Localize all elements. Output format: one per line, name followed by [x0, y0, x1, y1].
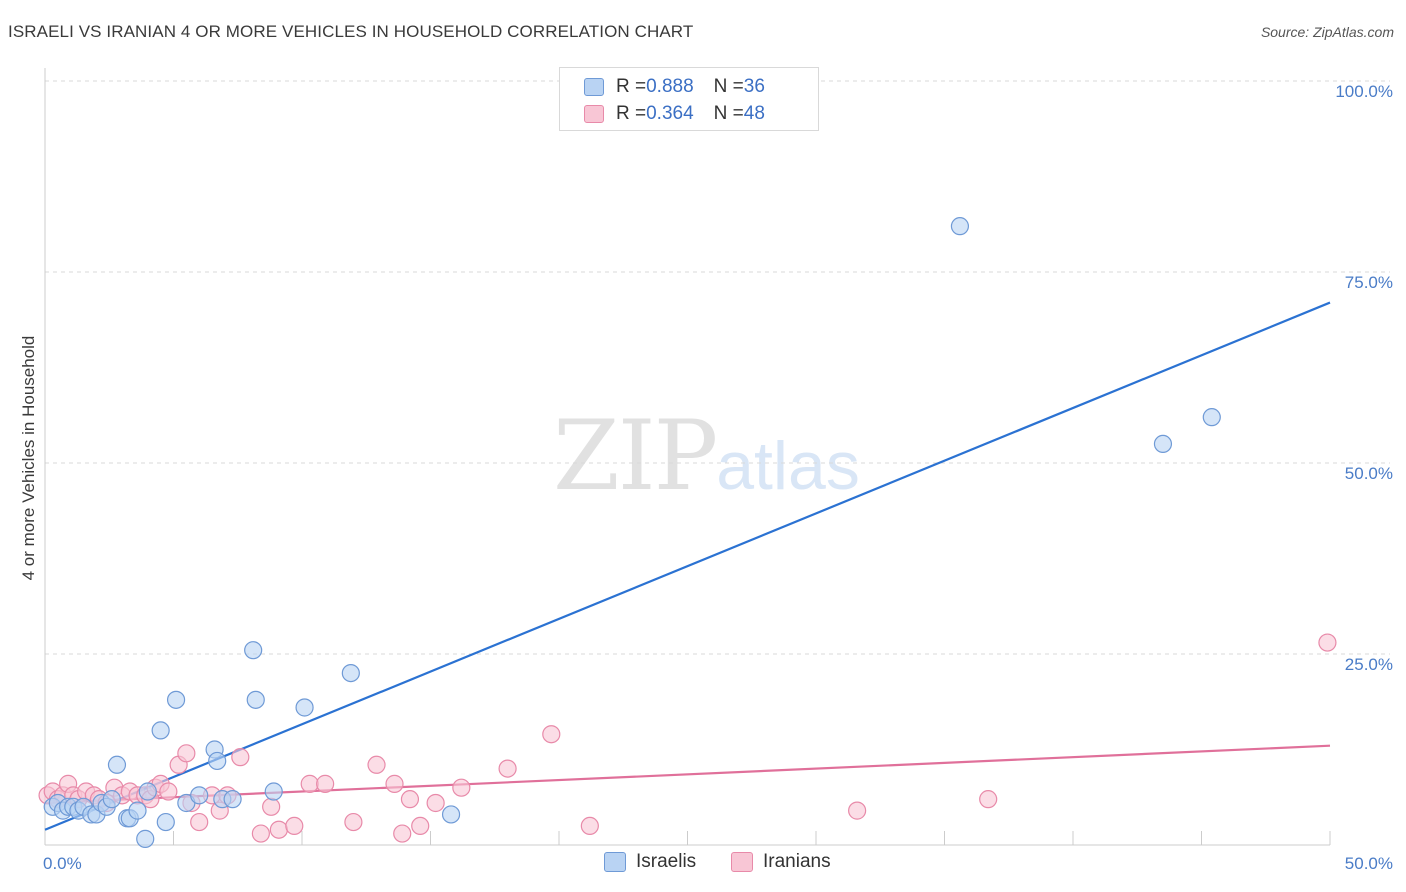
x-tick-label: 50.0%: [1345, 854, 1393, 873]
iranians-point: [344, 812, 363, 832]
israelis-point: [102, 790, 121, 809]
legend-item-iranians: Iranians: [731, 851, 831, 873]
stats-legend: R = 0.888 N = 36 R = 0.364 N = 48: [559, 67, 819, 131]
legend-israelis-label: Israelis: [636, 851, 697, 872]
legend-iranians-label: Iranians: [763, 851, 831, 872]
legend-row-israelis: R = 0.888 N = 36: [584, 75, 765, 99]
legend-item-israelis: Israelis: [604, 851, 696, 873]
iranians-point: [542, 725, 561, 744]
legend-r-value: 0.888: [646, 76, 694, 97]
trendlines: [44, 301, 1331, 831]
iranians-point: [231, 748, 250, 767]
iranians-point: [285, 816, 304, 836]
grid: [45, 80, 1390, 655]
legend-n-value: 48: [743, 103, 765, 124]
y-tick-label: 100.0%: [1335, 82, 1393, 101]
israelis-point: [156, 812, 175, 832]
israelis-point: [138, 782, 157, 801]
israelis-point: [950, 217, 970, 236]
legend-r-label: R =: [616, 76, 647, 97]
israelis-point: [244, 641, 263, 660]
israelis-point: [441, 805, 461, 824]
israelis-point: [246, 690, 265, 709]
israelis-point: [190, 786, 209, 805]
y-tick-label: 25.0%: [1345, 655, 1393, 674]
data-points: [38, 217, 1337, 848]
iranians-point: [177, 744, 196, 763]
iranians-point: [848, 801, 867, 820]
iranians-point: [426, 793, 445, 813]
israelis-trendline: [44, 301, 1331, 831]
israelis-point: [223, 790, 242, 809]
iranians-point: [400, 790, 420, 809]
watermark-sub: atlas: [716, 428, 860, 504]
watermark-main: ZIP: [553, 400, 718, 512]
axes: [44, 68, 1331, 846]
watermark: ZIPatlas: [553, 400, 860, 512]
iranians-point: [498, 759, 517, 778]
iranians-trendline: [44, 744, 1331, 805]
legend-r-label: R =: [616, 103, 647, 124]
israelis-point: [1153, 434, 1173, 453]
iranians-point: [393, 824, 412, 843]
iranians-point: [190, 812, 209, 832]
israelis-point: [136, 829, 155, 848]
iranians-point: [262, 797, 281, 816]
iranians-point: [159, 782, 178, 801]
iranians-point: [580, 816, 599, 836]
israelis-point: [128, 801, 147, 820]
series-legend: Israelis Iranians: [0, 851, 1406, 877]
israelis-point: [295, 698, 314, 717]
israelis-point: [1202, 408, 1221, 427]
israelis-point: [208, 751, 227, 771]
israelis-legend-swatch: [604, 852, 626, 872]
legend-n-value: 36: [743, 76, 765, 97]
israelis-swatch: [584, 78, 604, 96]
iranians-point: [411, 816, 430, 836]
chart-title: ISRAELI VS IRANIAN 4 OR MORE VEHICLES IN…: [8, 22, 694, 41]
legend-r-value: 0.364: [646, 103, 694, 124]
israelis-point: [341, 663, 360, 683]
y-tick-label: 75.0%: [1345, 273, 1393, 292]
israelis-point: [166, 690, 186, 709]
x-tick-label: 0.0%: [43, 854, 82, 873]
source-label: Source: ZipAtlas.com: [1260, 24, 1394, 40]
iranians-point: [300, 774, 319, 793]
iranians-legend-swatch: [731, 852, 753, 872]
iranians-point: [316, 774, 335, 793]
israelis-point: [151, 721, 170, 740]
y-axis-title: 4 or more Vehicles in Household: [19, 336, 38, 581]
legend-n-label: N =: [713, 103, 744, 124]
iranians-point: [251, 824, 270, 843]
axis-labels: 25.0% 50.0% 75.0% 100.0% 0.0% 50.0% 4 or more …: [19, 82, 1393, 873]
iranians-swatch: [584, 105, 604, 123]
iranians-point: [1318, 633, 1337, 652]
legend-n-label: N =: [713, 76, 744, 97]
y-tick-label: 50.0%: [1345, 464, 1393, 483]
iranians-point: [367, 755, 386, 774]
israelis-point: [264, 782, 283, 801]
iranians-point: [979, 790, 998, 809]
iranians-point: [452, 778, 471, 797]
israelis-point: [107, 755, 127, 774]
legend-row-iranians: R = 0.364 N = 48: [584, 102, 765, 126]
iranians-point: [385, 774, 404, 793]
iranians-point: [269, 820, 288, 839]
